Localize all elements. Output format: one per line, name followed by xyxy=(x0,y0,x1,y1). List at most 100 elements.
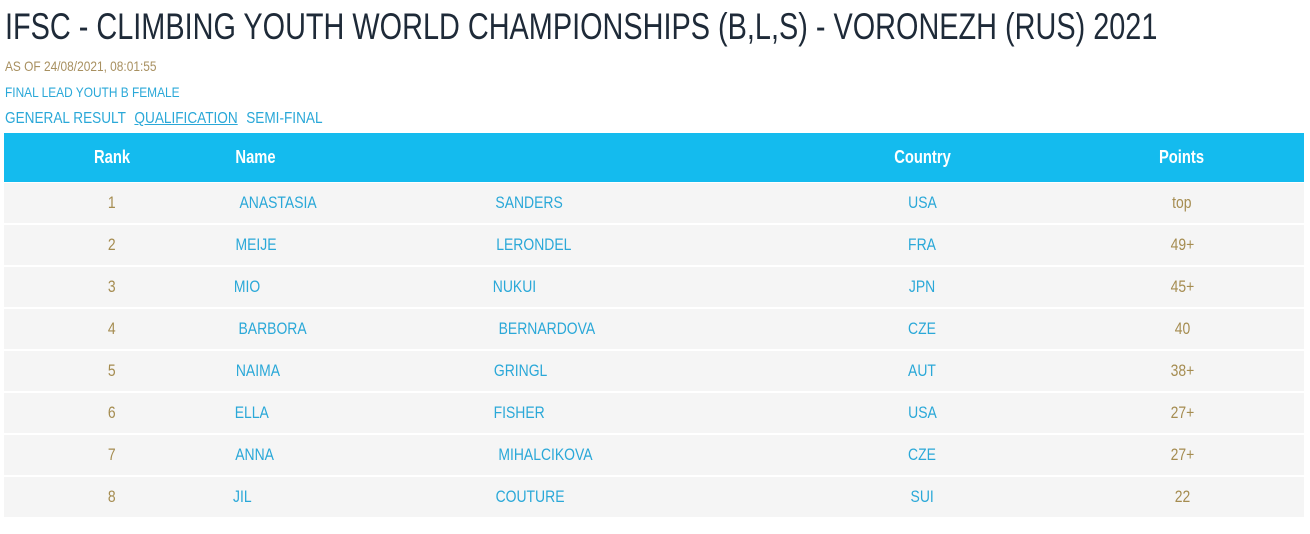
last-name: SANDERS xyxy=(495,193,563,212)
first-name-cell: JIL xyxy=(231,477,254,517)
result-row: 8 JIL COUTURE SUI 22 xyxy=(4,477,1304,517)
rank-cell: 5 xyxy=(62,351,162,391)
tab[interactable]: GENERAL RESULT xyxy=(5,110,126,127)
last-name-cell: LERONDEL xyxy=(488,225,580,265)
first-name: BARBORA xyxy=(238,319,307,338)
first-name: MIO xyxy=(233,277,261,296)
header-text: Points xyxy=(1159,147,1205,167)
result-row: 4 BARBORA BERNARDOVA CZE 40 xyxy=(4,309,1304,349)
country: CZE xyxy=(908,445,936,464)
rank-cell: 6 xyxy=(62,393,162,433)
points: 40 xyxy=(1174,319,1190,338)
points: 38+ xyxy=(1170,361,1194,380)
first-name: NAIMA xyxy=(235,361,280,380)
last-name: COUTURE xyxy=(495,487,565,506)
rank: 2 xyxy=(108,235,116,254)
first-name-cell: NAIMA xyxy=(231,351,285,391)
country-cell: CZE xyxy=(872,435,972,475)
result-row: 1 ANASTASIA SANDERS USA top xyxy=(4,183,1304,223)
country: USA xyxy=(907,193,937,212)
tab[interactable]: QUALIFICATION xyxy=(134,110,238,127)
points: 27+ xyxy=(1170,403,1194,422)
header-cell: Country xyxy=(872,133,972,182)
last-name-cell: GRINGL xyxy=(488,351,553,391)
first-name-cell: ELLA xyxy=(231,393,273,433)
last-name: GRINGL xyxy=(493,361,548,380)
event-name: FINAL LEAD YOUTH B FEMALE xyxy=(5,84,180,100)
timestamp: AS OF 24/08/2021, 08:01:55 xyxy=(5,58,157,74)
header-cell: Name xyxy=(231,133,280,182)
points: 49+ xyxy=(1170,235,1194,254)
last-name-cell: SANDERS xyxy=(488,183,570,223)
first-name-cell: BARBORA xyxy=(231,309,314,349)
points: top xyxy=(1172,193,1192,212)
rank-cell: 1 xyxy=(62,183,162,223)
first-name: ANASTASIA xyxy=(239,193,317,212)
first-name: JIL xyxy=(233,487,252,506)
country: AUT xyxy=(908,361,936,380)
last-name-cell: FISHER xyxy=(488,393,550,433)
country-cell: USA xyxy=(872,393,972,433)
points-cell: 45+ xyxy=(1132,267,1232,307)
rank: 5 xyxy=(108,361,116,380)
first-name-cell: MEIJE xyxy=(231,225,281,265)
last-name-cell: NUKUI xyxy=(488,267,541,307)
first-name: MEIJE xyxy=(235,235,277,254)
rank-cell: 2 xyxy=(62,225,162,265)
rank-cell: 8 xyxy=(62,477,162,517)
result-row: 3 MIO NUKUI JPN 45+ xyxy=(4,267,1304,307)
points-cell: 27+ xyxy=(1132,435,1232,475)
rank: 4 xyxy=(108,319,116,338)
country-cell: AUT xyxy=(872,351,972,391)
country-cell: USA xyxy=(872,183,972,223)
header-text: Rank xyxy=(93,147,131,167)
rank: 7 xyxy=(108,445,116,464)
result-row: 7 ANNA MIHALCIKOVA CZE 27+ xyxy=(4,435,1304,475)
header-cell: Points xyxy=(1132,133,1232,182)
country-cell: FRA xyxy=(872,225,972,265)
points-cell: 22 xyxy=(1132,477,1232,517)
last-name: FISHER xyxy=(493,403,545,422)
rank: 1 xyxy=(108,193,116,212)
country-cell: JPN xyxy=(872,267,972,307)
first-name-cell: ANNA xyxy=(231,435,278,475)
rank-cell: 4 xyxy=(62,309,162,349)
result-row: 6 ELLA FISHER USA 27+ xyxy=(4,393,1304,433)
page-title: IFSC - CLIMBING YOUTH WORLD CHAMPIONSHIP… xyxy=(5,6,1158,47)
header-text: Name xyxy=(235,147,276,167)
country: CZE xyxy=(908,319,936,338)
tabs: GENERAL RESULT QUALIFICATION SEMI-FINAL xyxy=(5,110,331,128)
country: USA xyxy=(907,403,937,422)
points-cell: top xyxy=(1132,183,1232,223)
country-cell: SUI xyxy=(872,477,972,517)
first-name: ELLA xyxy=(234,403,269,422)
country-cell: CZE xyxy=(872,309,972,349)
header-text: Country xyxy=(893,147,951,167)
result-row: 5 NAIMA GRINGL AUT 38+ xyxy=(4,351,1304,391)
country: FRA xyxy=(908,235,936,254)
first-name-cell: ANASTASIA xyxy=(231,183,325,223)
points: 27+ xyxy=(1170,445,1194,464)
points-cell: 40 xyxy=(1132,309,1232,349)
country: JPN xyxy=(908,277,936,296)
last-name-cell: MIHALCIKOVA xyxy=(488,435,603,475)
header-cell: Rank xyxy=(62,133,162,182)
results-table: Rank Name Country Points 1 ANASTASIA SANDERS US… xyxy=(4,133,1304,519)
last-name-cell: COUTURE xyxy=(488,477,572,517)
first-name: ANNA xyxy=(235,445,274,464)
country: SUI xyxy=(910,487,934,506)
last-name: NUKUI xyxy=(492,277,537,296)
first-name-cell: MIO xyxy=(231,267,263,307)
rank-cell: 7 xyxy=(62,435,162,475)
table-header: Rank Name Country Points xyxy=(4,133,1304,182)
last-name: BERNARDOVA xyxy=(498,319,596,338)
rank: 3 xyxy=(108,277,116,296)
points: 45+ xyxy=(1170,277,1194,296)
points-cell: 38+ xyxy=(1132,351,1232,391)
last-name: LERONDEL xyxy=(496,235,572,254)
tab[interactable]: SEMI-FINAL xyxy=(246,110,323,127)
points-cell: 49+ xyxy=(1132,225,1232,265)
rank: 6 xyxy=(108,403,116,422)
rank-cell: 3 xyxy=(62,267,162,307)
